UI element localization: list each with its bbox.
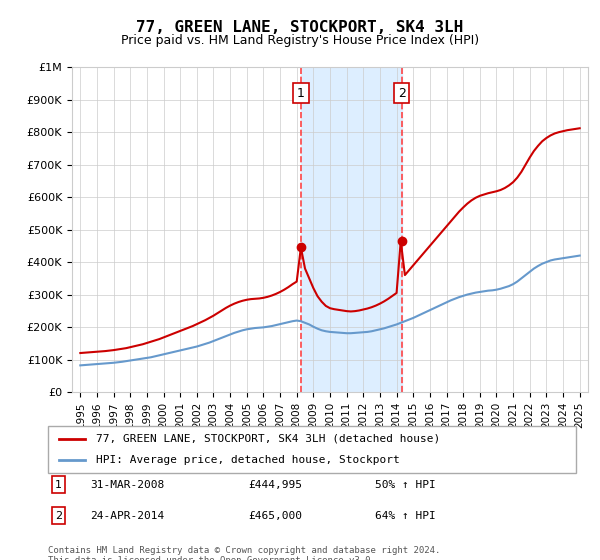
Text: 24-APR-2014: 24-APR-2014	[90, 511, 164, 521]
Text: 77, GREEN LANE, STOCKPORT, SK4 3LH (detached house): 77, GREEN LANE, STOCKPORT, SK4 3LH (deta…	[95, 434, 440, 444]
Text: 77, GREEN LANE, STOCKPORT, SK4 3LH: 77, GREEN LANE, STOCKPORT, SK4 3LH	[136, 20, 464, 35]
Text: Price paid vs. HM Land Registry's House Price Index (HPI): Price paid vs. HM Land Registry's House …	[121, 34, 479, 46]
Text: 1: 1	[297, 87, 305, 100]
Text: £465,000: £465,000	[248, 511, 302, 521]
Text: Contains HM Land Registry data © Crown copyright and database right 2024.
This d: Contains HM Land Registry data © Crown c…	[48, 546, 440, 560]
Text: 31-MAR-2008: 31-MAR-2008	[90, 480, 164, 490]
Text: 64% ↑ HPI: 64% ↑ HPI	[376, 511, 436, 521]
Text: 2: 2	[55, 511, 62, 521]
Text: 1: 1	[55, 480, 62, 490]
Text: 2: 2	[398, 87, 406, 100]
Text: 50% ↑ HPI: 50% ↑ HPI	[376, 480, 436, 490]
FancyBboxPatch shape	[48, 426, 576, 473]
Bar	[301, 67, 402, 392]
Text: HPI: Average price, detached house, Stockport: HPI: Average price, detached house, Stoc…	[95, 455, 399, 465]
Text: £444,995: £444,995	[248, 480, 302, 490]
